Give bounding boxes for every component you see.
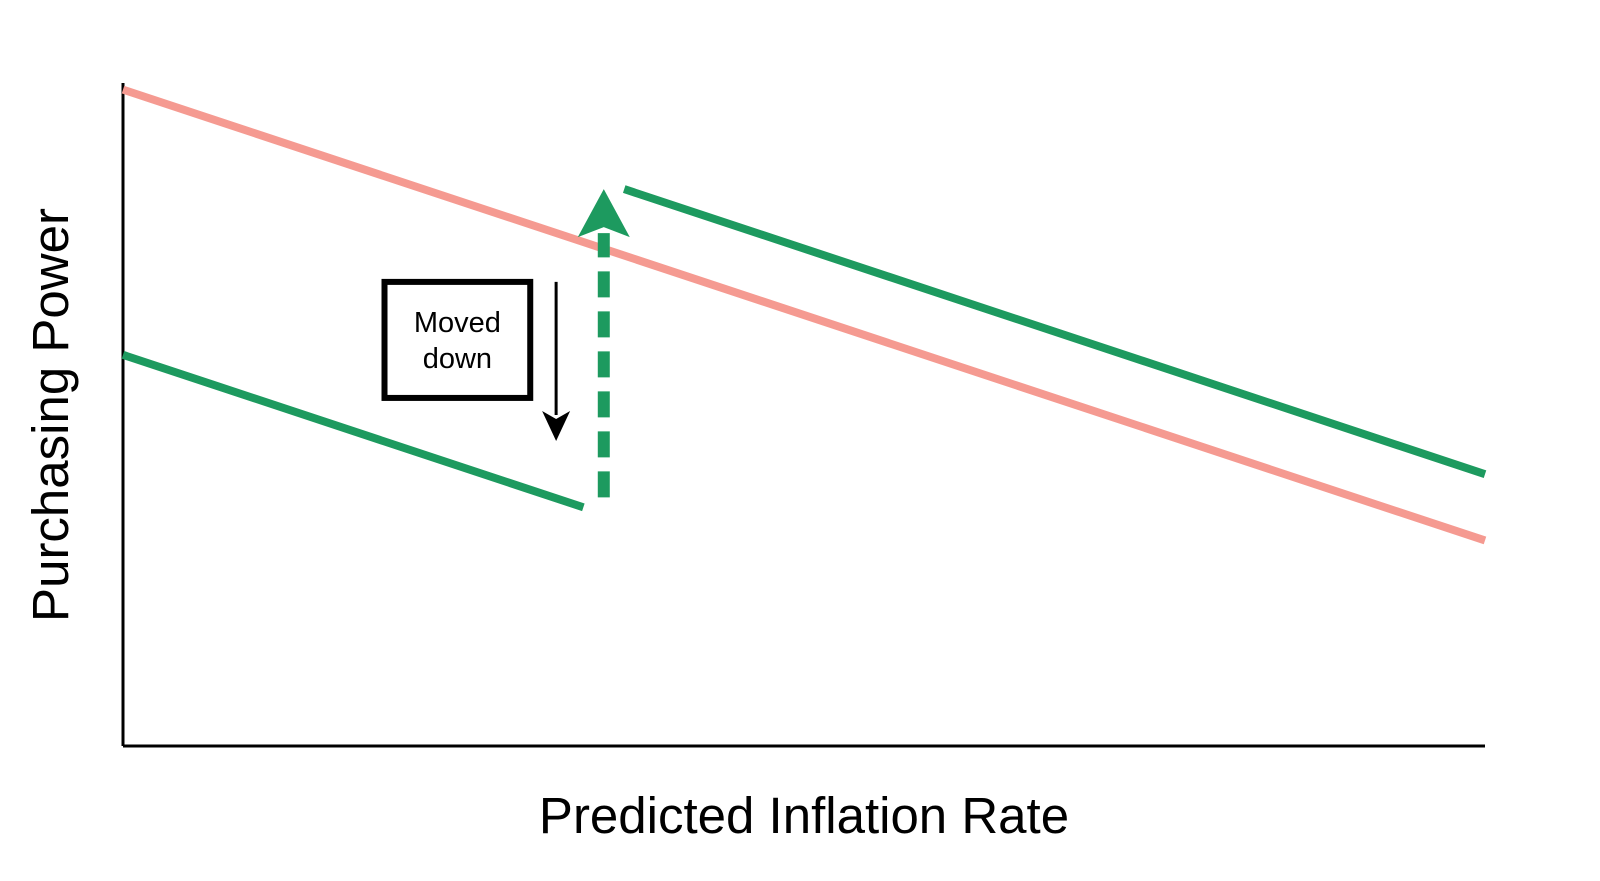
- dashed-arrow-head: [577, 189, 630, 238]
- down-arrow-head: [542, 411, 571, 442]
- x-axis-title: Predicted Inflation Rate: [539, 787, 1069, 844]
- series-line-3: [622, 185, 1487, 478]
- annotation-label-line-1: Moved: [414, 307, 501, 339]
- series-line-2: [121, 351, 585, 512]
- series-layer: [121, 85, 1487, 545]
- annotation-layer: Moved down: [381, 189, 630, 498]
- y-axis-title: Purchasing Power: [22, 208, 79, 622]
- series-line-1: [121, 85, 1487, 545]
- annotation-label-line-2: down: [423, 343, 492, 375]
- plot-area: Moved down: [121, 83, 1487, 748]
- annotation-box: [381, 278, 534, 401]
